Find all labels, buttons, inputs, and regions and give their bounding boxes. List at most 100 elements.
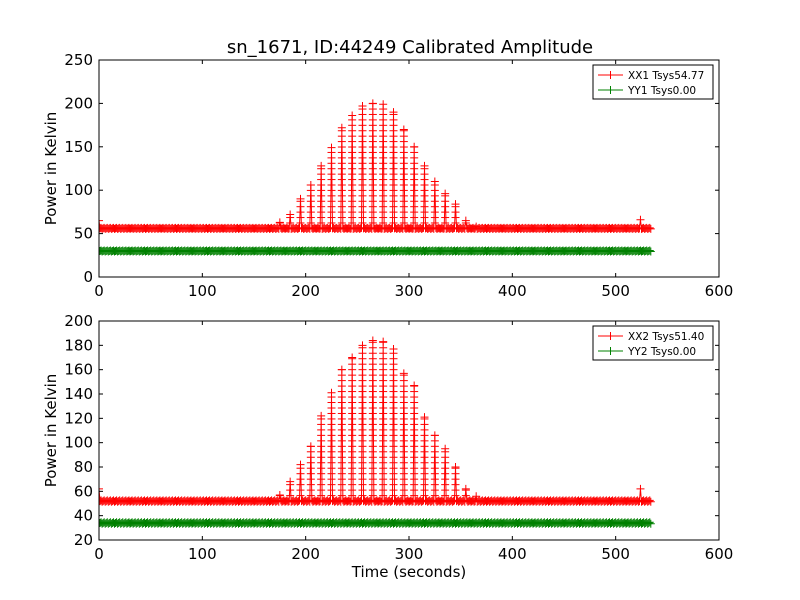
series-markers-2 bbox=[99, 518, 655, 528]
legend-marker bbox=[606, 71, 615, 79]
pulse-marker-stack bbox=[379, 341, 388, 502]
y-tick-label: 80 bbox=[74, 458, 93, 476]
pulse-marker-stack bbox=[430, 434, 439, 502]
data-point-marker bbox=[472, 492, 481, 501]
data-point-marker bbox=[296, 460, 305, 469]
legend-label: YY1 Tsys0.00 bbox=[627, 85, 696, 97]
data-point-marker bbox=[461, 484, 470, 493]
pulse-marker-stack bbox=[368, 103, 377, 229]
data-point-marker bbox=[646, 497, 655, 506]
y-tick-label: 180 bbox=[64, 336, 93, 354]
data-point-marker bbox=[348, 111, 357, 120]
x-axis-label: Time (seconds) bbox=[351, 563, 467, 581]
pulse-marker-stack bbox=[358, 108, 367, 229]
data-point-marker bbox=[645, 223, 654, 232]
y-axis-label: Power in Kelvin bbox=[42, 112, 60, 226]
x-tick-label: 500 bbox=[601, 282, 630, 300]
data-point-marker bbox=[644, 224, 653, 233]
y-tick-label: 250 bbox=[64, 51, 93, 69]
x-tick-label: 100 bbox=[188, 282, 217, 300]
legend-label: YY2 Tsys0.00 bbox=[627, 346, 696, 358]
pulse-marker-stack bbox=[451, 467, 460, 502]
x-tick-label: 500 bbox=[601, 545, 630, 563]
y-tick-label: 150 bbox=[64, 138, 93, 156]
data-point-marker bbox=[348, 353, 357, 362]
pulse-marker-stack bbox=[420, 168, 429, 229]
pulse-marker-stack bbox=[399, 374, 408, 502]
pulse-marker-stack bbox=[306, 445, 315, 502]
data-point-marker bbox=[399, 369, 408, 378]
legend: XX1 Tsys54.77 YY1 Tsys0.00 bbox=[592, 64, 714, 100]
data-point-marker bbox=[636, 215, 645, 224]
y-tick-label: 200 bbox=[64, 94, 93, 112]
pulse-marker-stack bbox=[389, 113, 398, 229]
legend-box bbox=[592, 64, 714, 100]
legend-marker bbox=[606, 332, 615, 340]
pulse-marker-stack bbox=[379, 108, 388, 229]
data-point-marker bbox=[410, 381, 419, 390]
figure-title: sn_1671, ID:44249 Calibrated Amplitude bbox=[227, 37, 593, 58]
x-tick-label: 400 bbox=[498, 282, 527, 300]
data-point-marker bbox=[275, 490, 284, 499]
data-point-marker bbox=[451, 463, 460, 471]
pulse-marker-stack bbox=[441, 195, 450, 229]
legend: XX2 Tsys51.40 YY2 Tsys0.00 bbox=[592, 325, 714, 361]
x-tick-label: 200 bbox=[291, 282, 320, 300]
pulse-marker-stack bbox=[461, 222, 470, 229]
x-tick-label: 400 bbox=[498, 545, 527, 563]
series-markers-1 bbox=[99, 336, 655, 506]
pulse-marker-stack bbox=[286, 217, 295, 229]
pulse-marker-stack bbox=[296, 467, 305, 502]
data-point-marker bbox=[99, 484, 103, 493]
data-point-marker bbox=[644, 518, 653, 527]
plot-data-area bbox=[99, 336, 655, 528]
data-point-marker bbox=[645, 496, 654, 505]
pulse-marker-stack bbox=[275, 222, 284, 229]
plot-data-area bbox=[99, 99, 655, 256]
pulse-marker-stack bbox=[317, 418, 326, 502]
pulse-marker-stack bbox=[296, 200, 305, 229]
pulse-marker-stack bbox=[420, 418, 429, 502]
x-tick-label: 600 bbox=[705, 545, 734, 563]
pulse-marker-stack bbox=[327, 151, 336, 229]
y-tick-label: 0 bbox=[83, 268, 93, 286]
x-tick-label: 600 bbox=[705, 282, 734, 300]
x-tick-label: 300 bbox=[395, 545, 424, 563]
y-tick-label: 100 bbox=[64, 434, 93, 452]
y-axis-label: Power in Kelvin bbox=[42, 374, 60, 488]
series-markers-1 bbox=[99, 99, 655, 233]
pulse-marker-stack bbox=[327, 396, 336, 502]
data-point-marker bbox=[646, 247, 655, 256]
pulse-marker-stack bbox=[389, 352, 398, 502]
pulse-marker-stack bbox=[275, 495, 284, 502]
data-point-marker bbox=[420, 413, 429, 422]
data-point-marker bbox=[644, 246, 653, 255]
pulse-marker-stack bbox=[399, 130, 408, 229]
data-point-marker bbox=[368, 336, 377, 345]
legend-marker bbox=[606, 347, 615, 355]
x-tick-label: 0 bbox=[94, 282, 104, 300]
pulse-marker-stack bbox=[286, 484, 295, 502]
y-tick-label: 20 bbox=[74, 531, 93, 549]
y-tick-label: 200 bbox=[64, 312, 93, 330]
bottom-subplot: 0 100 200 300 400 500 600 20 40 60 80 100 120 140 160 1… bbox=[42, 312, 733, 581]
data-point-marker bbox=[275, 218, 284, 227]
pulse-marker-stack bbox=[348, 119, 357, 229]
pulse-marker-stack bbox=[368, 341, 377, 502]
legend-box bbox=[592, 325, 714, 361]
data-point-marker bbox=[645, 518, 654, 527]
pulse-marker-stack bbox=[306, 184, 315, 229]
x-tick-label: 300 bbox=[395, 282, 424, 300]
y-tick-label: 120 bbox=[64, 409, 93, 427]
data-point-marker bbox=[646, 224, 655, 233]
y-tick-label: 50 bbox=[74, 225, 93, 243]
y-tick-label: 140 bbox=[64, 385, 93, 403]
pulse-marker-stack bbox=[337, 369, 346, 502]
data-point-marker bbox=[379, 337, 388, 346]
legend-label: XX1 Tsys54.77 bbox=[628, 70, 704, 82]
pulse-marker-stack bbox=[358, 347, 367, 502]
pulse-marker-stack bbox=[410, 146, 419, 229]
data-point-marker bbox=[389, 344, 398, 353]
pulse-marker-stack bbox=[461, 489, 470, 502]
legend-label: XX2 Tsys51.40 bbox=[628, 331, 704, 343]
